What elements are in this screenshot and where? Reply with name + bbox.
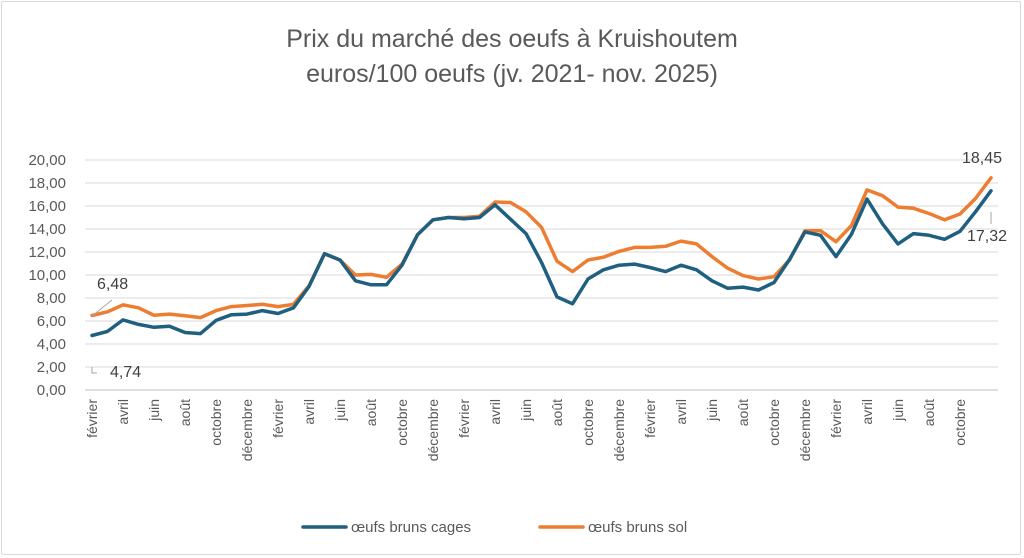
y-tick-label: 18,00 — [28, 175, 66, 192]
legend-label: œufs bruns cages — [351, 519, 471, 536]
data-label: 4,74 — [110, 364, 141, 381]
series-line — [90, 176, 993, 320]
x-tick-label: avril — [859, 399, 875, 425]
x-tick-label: juin — [890, 399, 906, 422]
y-tick-label: 12,00 — [28, 244, 66, 261]
chart-subtitle: euros/100 oeufs (jv. 2021- nov. 2025) — [306, 60, 718, 88]
y-tick-label: 2,00 — [37, 359, 66, 376]
data-label: 17,32 — [967, 228, 1007, 245]
x-tick-label: décembre — [611, 399, 627, 461]
x-tick-label: octobre — [394, 399, 410, 446]
x-tick-label: juin — [518, 399, 534, 422]
y-tick-label: 10,00 — [28, 267, 66, 284]
y-tick-label: 6,00 — [37, 313, 66, 330]
x-tick-label: février — [84, 399, 100, 438]
x-tick-label: décembre — [797, 399, 813, 461]
x-tick-label: août — [549, 399, 565, 426]
x-tick-label: avril — [301, 399, 317, 425]
y-tick-label: 20,00 — [28, 152, 66, 169]
data-label: 6,48 — [97, 276, 128, 293]
x-tick-label: juin — [146, 399, 162, 422]
x-tick-label: juin — [704, 399, 720, 422]
x-tick-label: avril — [487, 399, 503, 425]
x-tick-label: octobre — [208, 399, 224, 446]
chart-title: Prix du marché des oeufs à Kruishoutem — [286, 25, 738, 53]
x-tick-label: août — [363, 399, 379, 426]
x-tick-label: juin — [332, 399, 348, 422]
x-tick-label: décembre — [425, 399, 441, 461]
legend-label: œufs bruns sol — [588, 519, 687, 536]
series-line — [90, 189, 993, 338]
y-tick-label: 0,00 — [37, 382, 66, 399]
data-labels: 4,74 17,32 6,48 18,45 — [91, 150, 1007, 381]
x-tick-label: décembre — [239, 399, 255, 461]
x-tick-label: février — [456, 399, 472, 438]
x-tick-label: octobre — [580, 399, 596, 446]
x-tick-label: février — [828, 399, 844, 438]
x-tick-label: octobre — [952, 399, 968, 446]
series-lines — [90, 176, 993, 338]
x-tick-label: août — [735, 399, 751, 426]
data-label-leader — [91, 367, 97, 374]
y-tick-label: 14,00 — [28, 221, 66, 238]
x-tick-label: avril — [673, 399, 689, 425]
x-tick-label: février — [270, 399, 286, 438]
x-axis-ticks: février avril juin août octobre décembre févri… — [84, 399, 968, 462]
y-tick-label: 8,00 — [37, 290, 66, 307]
x-tick-label: octobre — [766, 399, 782, 446]
data-label-leader — [91, 299, 113, 317]
y-axis-ticks: 0,00 2,00 4,00 6,00 8,00 10,00 12,00 14,00 16,00… — [28, 152, 66, 399]
legend: œufs bruns cages œufs bruns sol — [301, 519, 687, 536]
y-tick-label: 4,00 — [37, 336, 66, 353]
x-tick-label: août — [177, 399, 193, 426]
data-label: 18,45 — [962, 150, 1002, 167]
x-tick-label: avril — [115, 399, 131, 425]
x-tick-label: août — [921, 399, 937, 426]
y-tick-label: 16,00 — [28, 198, 66, 215]
x-tick-label: février — [642, 399, 658, 438]
